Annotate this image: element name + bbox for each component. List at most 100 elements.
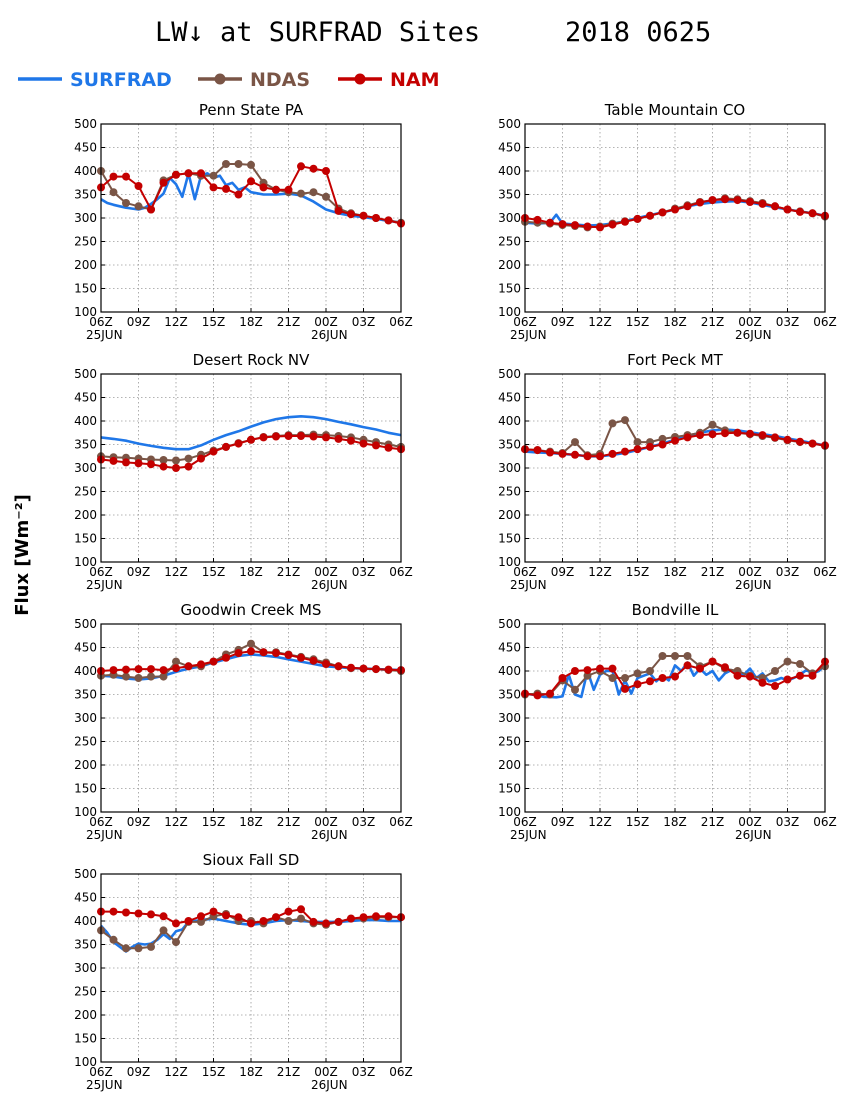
data-point-nam	[683, 661, 692, 670]
y-tick-label: 150	[498, 782, 521, 796]
data-point-nam	[771, 433, 779, 442]
data-point-nam	[558, 674, 567, 682]
data-point-nam	[209, 447, 218, 456]
data-point-nam	[222, 442, 230, 451]
data-point-nam	[322, 919, 330, 928]
data-point-ndas	[122, 944, 130, 953]
x-date-label: 26JUN	[311, 1078, 348, 1092]
data-point-nam	[122, 172, 130, 181]
data-point-nam	[708, 657, 717, 666]
y-tick-label: 400	[498, 414, 521, 428]
x-tick-label: 12Z	[588, 565, 612, 579]
data-point-nam	[184, 462, 193, 471]
data-point-nam	[558, 220, 567, 229]
data-point-nam	[583, 222, 592, 231]
y-tick-label: 200	[498, 258, 521, 272]
panel-title: Sioux Fall SD	[203, 851, 300, 869]
x-tick-label: 03Z	[352, 315, 376, 329]
data-point-ndas	[134, 674, 143, 682]
plot-frame	[524, 373, 826, 563]
data-point-nam	[696, 198, 704, 207]
y-tick-label: 150	[74, 1032, 97, 1046]
data-point-ndas	[322, 192, 330, 201]
y-tick-label: 350	[74, 188, 97, 202]
x-tick-label: 18Z	[663, 565, 687, 579]
data-point-nam	[621, 447, 629, 456]
y-tick-label: 450	[74, 641, 97, 655]
x-tick-label: 06Z	[89, 565, 113, 579]
y-tick-label: 100	[74, 555, 97, 569]
data-point-nam	[359, 664, 368, 673]
y-tick-label: 400	[74, 914, 97, 928]
data-point-nam	[671, 672, 679, 681]
data-point-nam	[234, 913, 243, 922]
data-point-nam	[646, 442, 654, 451]
data-point-ndas	[708, 420, 717, 429]
data-point-nam	[583, 666, 592, 675]
y-tick-label: 500	[74, 367, 97, 381]
series-line-surfrad	[100, 653, 402, 681]
data-point-ndas	[646, 667, 654, 675]
data-point-nam	[633, 445, 642, 454]
x-tick-label: 21Z	[277, 315, 301, 329]
data-point-nam	[696, 431, 704, 440]
x-date-label: 25JUN	[86, 828, 123, 842]
x-tick-label: 00Z	[738, 565, 762, 579]
data-point-nam	[546, 218, 554, 227]
x-tick-label: 18Z	[663, 315, 687, 329]
y-tick-label: 200	[74, 508, 97, 522]
data-point-nam	[347, 436, 355, 445]
data-point-nam	[109, 666, 118, 675]
data-point-nam	[671, 436, 679, 445]
y-tick-label: 200	[498, 758, 521, 772]
x-tick-label: 21Z	[701, 565, 725, 579]
x-tick-label: 18Z	[663, 815, 687, 829]
data-point-nam	[571, 667, 579, 675]
data-point-nam	[247, 177, 255, 186]
data-point-nam	[359, 211, 368, 220]
data-point-nam	[608, 664, 617, 673]
x-tick-label: 00Z	[314, 565, 338, 579]
data-point-nam	[122, 665, 130, 674]
x-tick-label: 09Z	[127, 315, 151, 329]
y-tick-label: 500	[74, 117, 97, 131]
x-tick-label: 06Z	[89, 815, 113, 829]
data-point-nam	[334, 206, 343, 215]
data-point-nam	[733, 671, 742, 680]
data-point-nam	[184, 917, 193, 925]
data-point-nam	[533, 215, 542, 224]
data-point-ndas	[247, 160, 255, 169]
x-tick-label: 06Z	[513, 815, 537, 829]
x-tick-label: 15Z	[202, 815, 226, 829]
data-point-nam	[109, 172, 118, 181]
x-date-label: 26JUN	[311, 328, 348, 342]
data-point-nam	[159, 462, 168, 471]
data-point-nam	[359, 913, 368, 922]
data-point-nam	[746, 672, 754, 681]
data-point-nam	[796, 437, 804, 446]
data-point-nam	[746, 429, 754, 438]
data-point-nam	[372, 214, 380, 222]
x-tick-label: 06Z	[813, 315, 837, 329]
x-tick-label: 06Z	[513, 565, 537, 579]
data-point-nam	[808, 209, 817, 218]
x-tick-label: 00Z	[314, 1065, 338, 1079]
data-point-nam	[571, 221, 579, 230]
data-point-nam	[708, 430, 717, 439]
data-point-nam	[347, 914, 355, 923]
data-point-nam	[134, 665, 143, 674]
y-tick-label: 500	[74, 617, 97, 631]
y-tick-label: 500	[498, 367, 521, 381]
data-point-nam	[109, 456, 118, 465]
x-tick-label: 06Z	[89, 1065, 113, 1079]
x-date-label: 25JUN	[86, 328, 123, 342]
plot-frame	[524, 123, 826, 313]
data-point-nam	[272, 649, 280, 658]
plot-frame	[100, 373, 402, 563]
data-point-nam	[222, 911, 230, 920]
y-tick-label: 350	[498, 688, 521, 702]
data-point-ndas	[608, 419, 617, 428]
data-point-nam	[172, 464, 180, 472]
plot-frame	[100, 123, 402, 313]
panel-title: Table Mountain CO	[604, 101, 746, 119]
